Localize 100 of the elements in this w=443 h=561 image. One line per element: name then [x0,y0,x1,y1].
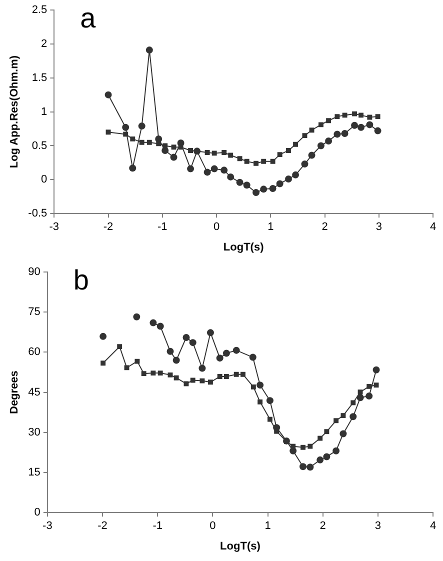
x-tick-label: 1 [268,221,274,234]
point [318,436,323,441]
point [212,150,217,156]
point [300,463,307,470]
point [178,144,184,150]
point [350,413,357,420]
point [189,339,196,346]
x-tick-label: -2 [98,520,108,532]
y-tick-label: 15 [28,466,40,479]
point [366,384,372,389]
point [150,319,157,326]
point [266,397,274,404]
point [217,374,222,379]
point [172,356,180,364]
x-tick-label: -3 [42,520,52,532]
point [261,158,266,164]
y-tick-label: 1 [41,106,48,118]
point [204,150,210,155]
point [252,189,260,196]
point [292,171,300,178]
point [130,136,136,142]
point [374,382,379,388]
point [187,165,194,172]
point [340,413,346,418]
point [300,444,306,450]
point [375,114,380,120]
point [334,130,341,138]
point [123,132,128,137]
point [162,143,168,148]
x-axis-title: LogT(s) [220,540,261,552]
y-tick-label: 0.5 [32,140,48,152]
point [290,444,296,449]
point [124,365,130,370]
point [174,375,179,380]
point [222,350,230,357]
point [306,464,314,471]
point [286,148,291,153]
point [240,372,246,377]
x-tick-label: 4 [430,221,436,234]
point [325,137,332,144]
point [204,168,211,176]
point [372,366,380,374]
point [232,346,240,354]
point [350,400,356,406]
point [243,182,250,189]
point [316,456,324,464]
x-tick-label: -3 [49,221,60,234]
point [133,313,140,320]
y-tick-label: 90 [28,266,40,278]
point [234,372,239,377]
chart-title: b [73,264,90,296]
x-axis-title: LogT(s) [223,241,264,254]
point [342,112,348,118]
point [256,382,264,389]
point [206,329,214,336]
point [366,392,373,400]
point [104,91,112,98]
point [100,360,106,366]
point [270,158,276,164]
point [158,370,163,376]
point [162,146,169,154]
point [222,150,227,155]
x-tick-label: 1 [264,520,271,532]
y-tick-label: -0.5 [28,208,48,220]
point [309,128,314,133]
x-tick-label: -1 [158,221,168,234]
point [122,124,130,131]
point [188,148,194,153]
point [260,186,268,193]
point [351,122,358,129]
point [210,165,218,172]
point [277,152,282,158]
point [236,178,244,186]
point [285,175,292,182]
point [156,322,164,330]
point [228,152,234,158]
x-tick-label: 2 [322,221,328,234]
point [358,112,364,118]
point [168,372,173,378]
point [326,118,332,124]
point [138,122,146,130]
point [276,180,284,188]
point [267,416,272,422]
point [224,374,229,379]
point [356,394,364,402]
y-axis-title: Log App.Res(Ohm.m) [8,55,21,168]
x-tick-label: -2 [103,221,114,234]
point [156,141,162,146]
x-tick-label: 4 [430,520,436,532]
point [146,46,153,54]
point [208,380,213,385]
point [374,127,382,134]
x-tick-label: 3 [376,221,382,234]
point [166,348,174,355]
point [200,378,205,384]
x-tick-label: 2 [320,520,326,532]
point [302,133,308,138]
point [216,354,224,362]
point [100,332,107,340]
point [366,121,374,128]
